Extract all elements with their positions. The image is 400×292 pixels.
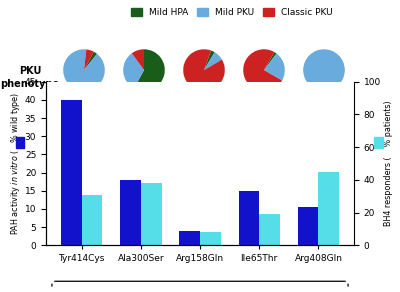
Wedge shape	[123, 53, 144, 88]
Wedge shape	[63, 49, 105, 91]
Wedge shape	[84, 49, 94, 70]
Bar	[179, 231, 200, 245]
Wedge shape	[134, 49, 165, 91]
Wedge shape	[132, 49, 144, 70]
Bar	[374, 137, 383, 148]
Wedge shape	[183, 49, 225, 91]
Y-axis label: PAH activity $\it{in}$ $\it{vitro}$ (   % wild type): PAH activity $\it{in}$ $\it{vitro}$ ( % …	[9, 92, 22, 235]
Wedge shape	[243, 49, 282, 91]
Bar	[82, 194, 102, 245]
Wedge shape	[204, 52, 222, 70]
Wedge shape	[264, 52, 276, 70]
Bar	[318, 172, 339, 245]
Bar	[259, 214, 280, 245]
Bar	[200, 232, 221, 245]
Y-axis label: BH4 responders (    % patients): BH4 responders ( % patients)	[384, 101, 393, 226]
Bar	[16, 137, 24, 148]
Bar	[298, 207, 318, 245]
Bar	[141, 183, 162, 245]
Legend: Mild HPA, Mild PKU, Classic PKU: Mild HPA, Mild PKU, Classic PKU	[130, 7, 334, 18]
Bar	[120, 180, 141, 245]
Wedge shape	[84, 52, 97, 70]
Bar	[238, 191, 259, 245]
Text: PKU
phenotype: PKU phenotype	[0, 66, 60, 89]
Wedge shape	[264, 53, 285, 81]
Bar	[61, 100, 82, 245]
Wedge shape	[303, 49, 345, 91]
Wedge shape	[204, 51, 215, 70]
